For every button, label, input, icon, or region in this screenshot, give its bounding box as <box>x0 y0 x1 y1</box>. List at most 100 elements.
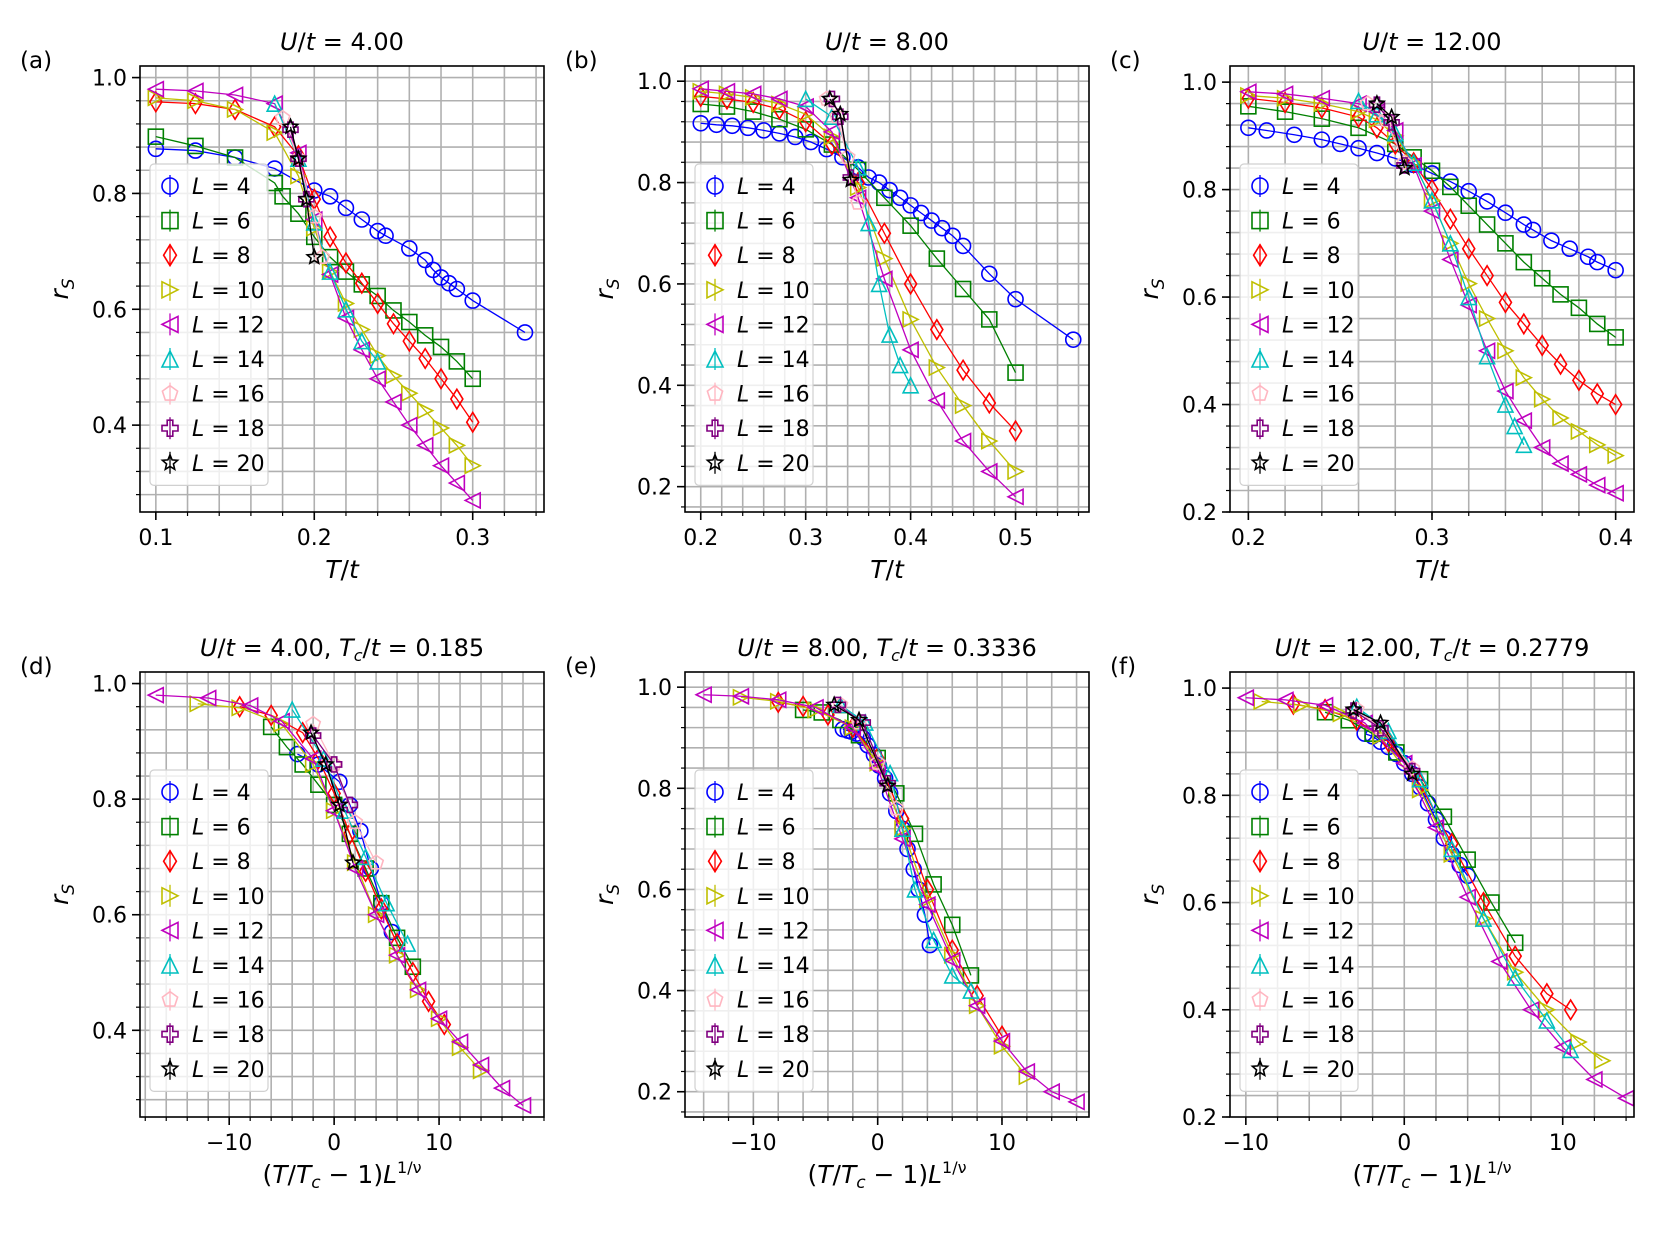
data-point <box>869 754 886 770</box>
chart-title: U/t = 8.00 <box>825 28 949 56</box>
series-l8 <box>232 695 452 1036</box>
data-point <box>1594 1051 1612 1070</box>
data-point <box>928 250 946 267</box>
legend-label: L = 20 <box>737 1058 810 1083</box>
data-point <box>1315 696 1334 715</box>
data-point <box>431 456 450 475</box>
data-point <box>305 247 324 265</box>
data-point <box>401 384 419 403</box>
data-point <box>771 110 788 128</box>
data-point <box>739 119 757 137</box>
legend-item: L = 16 <box>1251 988 1355 1014</box>
legend-item: L = 10 <box>706 884 810 910</box>
axes-frame <box>139 65 545 513</box>
data-point <box>1344 699 1363 718</box>
chart-panel-5: L = 4 L = 6 L = 8 L = 10 L = 12 L = 14 L = 16 L… <box>565 634 1090 1193</box>
legend-item: L = 14 <box>705 348 810 373</box>
legend-marker <box>1250 315 1269 334</box>
data-point <box>880 325 899 343</box>
legend-label: L = 12 <box>737 919 810 944</box>
legend: L = 4 L = 6 L = 8 L = 10 L = 12 L = 14 L = 16 L… <box>694 163 814 486</box>
legend-box <box>1239 769 1359 1092</box>
legend-item: L = 4 <box>161 175 251 200</box>
data-point <box>323 225 338 249</box>
data-point <box>906 880 924 898</box>
legend-item: L = 6 <box>161 815 251 841</box>
data-point <box>415 436 434 455</box>
legend-marker <box>161 384 179 401</box>
axes-frame <box>684 65 1090 513</box>
series-line <box>700 95 1017 432</box>
data-point <box>942 951 961 970</box>
series-line <box>833 704 889 787</box>
legend-item: L = 18 <box>161 417 265 442</box>
data-point <box>962 981 980 999</box>
data-point <box>390 932 405 955</box>
legend-item: L = 10 <box>161 278 265 304</box>
x-axis-label: T/t <box>325 555 360 584</box>
axes-frame <box>139 671 545 1118</box>
panel-label: (c) <box>1110 48 1141 74</box>
legend-item: L = 10 <box>161 884 265 910</box>
y-axis-label: rS <box>590 278 624 299</box>
data-point <box>297 189 316 207</box>
data-point <box>404 958 422 976</box>
x-tick-label: 0 <box>871 1131 885 1156</box>
data-point <box>513 1096 532 1115</box>
data-point <box>732 688 751 707</box>
data-point <box>416 327 434 344</box>
data-point <box>1570 422 1589 441</box>
data-point <box>464 292 482 309</box>
data-point <box>1533 269 1551 287</box>
data-point <box>692 82 711 101</box>
data-point <box>1042 1082 1061 1101</box>
legend-item: L = 6 <box>706 815 796 841</box>
y-tick-label: 0.2 <box>637 1081 672 1106</box>
data-point <box>798 110 813 134</box>
legend-item: L = 20 <box>160 1057 265 1083</box>
panel-label: (b) <box>565 48 598 74</box>
y-axis-label: rS <box>1135 278 1169 299</box>
data-point <box>1007 364 1024 381</box>
y-axis-label: rS <box>590 884 624 905</box>
data-point <box>1551 454 1569 473</box>
series-l20 <box>301 723 363 871</box>
data-point <box>1607 446 1625 465</box>
data-point <box>1312 89 1331 108</box>
chart-title: U/t = 8.00, Tc/t = 0.3336 <box>737 634 1037 665</box>
data-point <box>1524 221 1542 239</box>
legend-item: L = 10 <box>1251 278 1355 304</box>
legend-marker <box>160 921 179 940</box>
legend-box <box>694 769 814 1092</box>
legend-marker <box>1251 177 1269 195</box>
data-point <box>771 125 788 142</box>
data-point <box>321 188 339 205</box>
data-point <box>1313 110 1331 127</box>
legend-label: L = 8 <box>737 244 796 269</box>
legend-item: L = 18 <box>161 1023 265 1048</box>
data-point <box>717 82 736 101</box>
legend-label: L = 6 <box>737 816 796 841</box>
data-point <box>1532 438 1551 457</box>
axes-frame <box>1229 671 1635 1118</box>
data-point <box>770 90 788 108</box>
legend-label: L = 12 <box>192 919 265 944</box>
data-point <box>1276 691 1294 709</box>
legend-label: L = 6 <box>192 816 251 841</box>
x-axis-label: (T/Tc − 1)L1/ν <box>262 1158 421 1193</box>
legend-label: L = 18 <box>1282 417 1355 442</box>
legend-label: L = 10 <box>1282 885 1355 910</box>
data-point <box>385 302 402 319</box>
legend-item: L = 16 <box>706 382 810 408</box>
y-axis-label: rS <box>1135 884 1169 905</box>
y-tick-label: 1.0 <box>1182 677 1217 702</box>
x-tick-label: 10 <box>1549 1131 1577 1156</box>
legend-marker <box>161 177 179 195</box>
legend-label: L = 16 <box>192 989 265 1014</box>
legend-label: L = 12 <box>192 313 265 338</box>
plot-area <box>1239 82 1625 502</box>
data-point <box>294 756 311 773</box>
data-point <box>1552 409 1570 427</box>
data-point <box>1253 692 1271 711</box>
legend-marker <box>706 211 724 230</box>
